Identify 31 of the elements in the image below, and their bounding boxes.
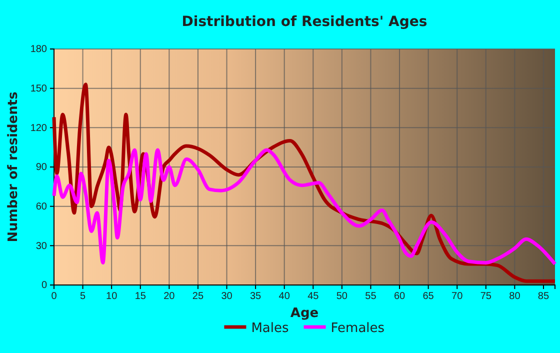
x-tick-label: 85 <box>538 291 550 302</box>
x-tick-label: 50 <box>336 291 348 302</box>
y-axis-title: Number of residents <box>6 91 21 242</box>
y-tick-label: 180 <box>30 44 48 56</box>
y-tick-label: 30 <box>36 240 48 252</box>
x-tick-label: 0 <box>51 291 58 302</box>
x-tick-label: 65 <box>422 291 434 302</box>
line-series <box>52 148 557 266</box>
chart-title: Distribution of Residents' Ages <box>182 14 428 30</box>
x-tick-label: 60 <box>394 291 406 302</box>
x-tick-label: 75 <box>480 291 492 302</box>
y-tick-label: 0 <box>41 280 48 292</box>
x-tick-label: 45 <box>308 291 320 302</box>
y-tick-label: 90 <box>36 162 48 174</box>
x-tick-label: 70 <box>452 291 464 302</box>
x-axis-title: Age <box>290 306 319 321</box>
y-tick-label: 120 <box>30 122 48 134</box>
x-tick-label: 10 <box>106 291 118 302</box>
y-tick-label: 150 <box>30 84 48 95</box>
x-tick-label: 40 <box>278 291 290 302</box>
x-tick-label: 80 <box>509 291 521 302</box>
x-tick-label: 20 <box>164 291 176 302</box>
y-tick-label: 60 <box>36 202 48 213</box>
x-tick-label: 30 <box>221 291 233 302</box>
x-tick-label: 5 <box>80 291 86 302</box>
x-tick-label: 35 <box>250 291 262 302</box>
x-tick-label: 55 <box>365 291 377 302</box>
x-tick-label: 25 <box>192 291 204 302</box>
legend-label: Females <box>330 321 385 336</box>
x-tick-label: 15 <box>134 291 146 302</box>
legend-label: Males <box>251 321 289 336</box>
